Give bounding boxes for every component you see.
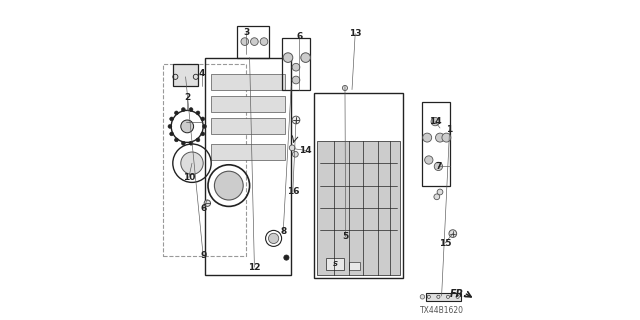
Circle shape <box>168 124 172 128</box>
Bar <box>211 118 285 134</box>
Circle shape <box>196 111 200 115</box>
Circle shape <box>181 141 185 145</box>
Circle shape <box>175 138 179 142</box>
Circle shape <box>292 63 300 71</box>
Text: 3: 3 <box>243 28 250 36</box>
Circle shape <box>241 38 249 45</box>
Bar <box>282 38 310 90</box>
Text: FR.: FR. <box>450 289 468 300</box>
Circle shape <box>292 116 300 124</box>
Circle shape <box>181 108 185 111</box>
Circle shape <box>170 132 173 136</box>
Bar <box>173 64 198 86</box>
Circle shape <box>201 132 205 136</box>
Circle shape <box>442 133 451 142</box>
Bar <box>211 144 285 160</box>
Circle shape <box>422 133 432 142</box>
Text: 7: 7 <box>435 162 442 171</box>
Circle shape <box>203 124 206 128</box>
Circle shape <box>425 156 433 164</box>
Bar <box>326 258 344 270</box>
Circle shape <box>420 294 425 299</box>
Circle shape <box>250 38 258 45</box>
Circle shape <box>449 230 457 237</box>
Circle shape <box>437 189 443 195</box>
Bar <box>349 262 360 270</box>
Text: 5: 5 <box>342 232 349 241</box>
Circle shape <box>284 255 289 260</box>
Circle shape <box>214 171 243 200</box>
Text: S: S <box>333 261 338 267</box>
Bar <box>163 64 246 256</box>
Text: 16: 16 <box>287 188 299 196</box>
Bar <box>314 93 403 278</box>
Circle shape <box>435 133 445 142</box>
Circle shape <box>289 145 295 151</box>
Circle shape <box>434 162 443 171</box>
Circle shape <box>196 138 200 142</box>
Circle shape <box>292 76 300 84</box>
Text: 13: 13 <box>349 29 362 38</box>
Bar <box>317 141 400 275</box>
Circle shape <box>170 117 173 121</box>
Bar <box>205 58 291 275</box>
Circle shape <box>189 108 193 111</box>
Text: 8: 8 <box>280 228 286 236</box>
Circle shape <box>201 117 205 121</box>
Text: 14: 14 <box>429 117 442 126</box>
Circle shape <box>431 117 440 126</box>
Circle shape <box>180 120 194 133</box>
Text: 4: 4 <box>198 69 205 78</box>
Bar <box>426 293 461 301</box>
Text: 2: 2 <box>184 93 190 102</box>
Text: 10: 10 <box>182 173 195 182</box>
Text: 9: 9 <box>200 252 206 260</box>
Circle shape <box>269 233 279 244</box>
Text: 6: 6 <box>296 32 302 41</box>
Circle shape <box>342 85 348 91</box>
Text: 15: 15 <box>438 239 451 248</box>
Circle shape <box>292 151 298 157</box>
Text: 14: 14 <box>300 146 312 155</box>
Circle shape <box>204 200 211 206</box>
Bar <box>211 74 285 90</box>
Circle shape <box>189 141 193 145</box>
Circle shape <box>260 38 268 45</box>
Bar <box>237 26 269 58</box>
Circle shape <box>283 53 293 62</box>
Text: 12: 12 <box>248 263 260 272</box>
Bar <box>422 102 449 186</box>
Text: 6: 6 <box>200 204 206 212</box>
Text: 1: 1 <box>447 125 452 134</box>
Text: TX44B1620: TX44B1620 <box>420 306 463 315</box>
Circle shape <box>434 194 440 200</box>
Bar <box>211 96 285 112</box>
Circle shape <box>181 152 204 174</box>
Circle shape <box>301 53 310 62</box>
Circle shape <box>175 111 179 115</box>
